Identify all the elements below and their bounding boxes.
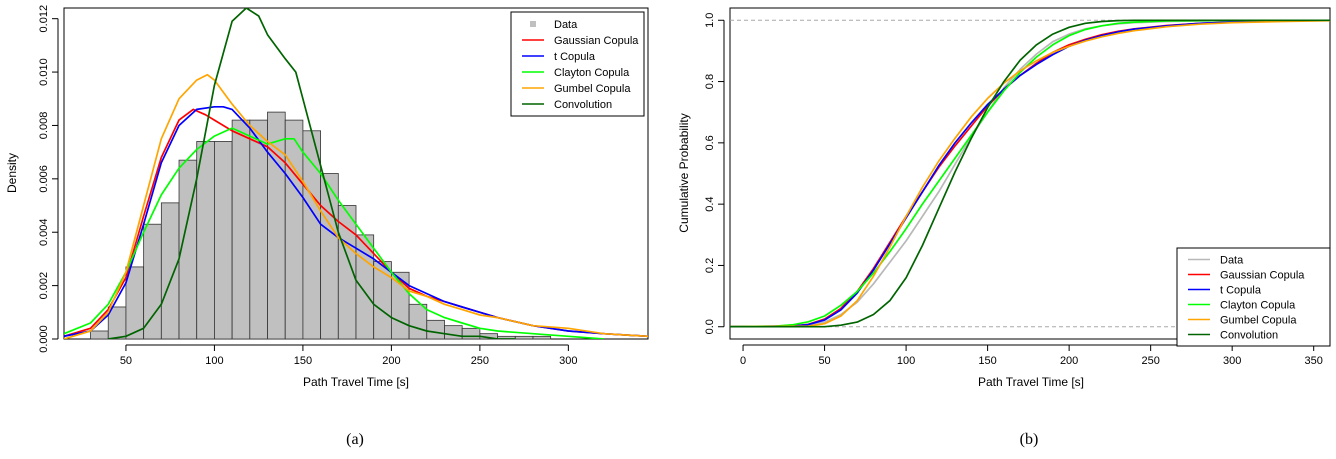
histogram-bar: [284, 119, 304, 340]
x-tick-label: 50: [818, 355, 830, 367]
density-curve-t-copula: [64, 105, 648, 338]
legend-label-clayton-copula: Clayton Copula: [554, 67, 630, 79]
histogram-bar: [444, 325, 463, 340]
cdf-curve-t-copula: [730, 19, 1330, 328]
panel-a-density-chart: 50 100 150 200 250 300 0.0000.0020.0040.0060.…: [5, 5, 649, 448]
density-curve-clayton-copula: [64, 127, 604, 339]
histogram-bar: [532, 335, 552, 340]
panel-a-x-axis: 50 100 150 200 250 300: [120, 344, 578, 367]
legend-label-gumbel-copula: Gumbel Copula: [1220, 315, 1297, 327]
panel-b-legend: Data Gaussian Copula t Copula Clayton Copul…: [1176, 247, 1331, 347]
histogram-bar: [143, 223, 162, 340]
panel-b-caption: (b): [1020, 431, 1039, 448]
panel-b-cdf-curves: [730, 19, 1330, 328]
cdf-curve-convolution: [730, 19, 1330, 328]
histogram-bar: [214, 141, 233, 340]
y-tick-label: 0.0: [704, 319, 716, 334]
panel-b-cdf-chart: 0 50 100 150 200 250 300 350 0.0 0.2 0.4 0.6 0.8 1.0…: [677, 7, 1331, 448]
y-tick-label: 0.006: [38, 165, 50, 193]
x-tick-label: 100: [205, 355, 223, 367]
legend-label-gumbel-copula: Gumbel Copula: [554, 83, 631, 95]
y-tick-label: 0.008: [38, 112, 50, 140]
panel-a-x-axis-label: Path Travel Time [s]: [303, 375, 409, 389]
legend-label-data: Data: [554, 19, 578, 31]
legend-label-gaussian-copula: Gaussian Copula: [554, 35, 639, 47]
x-tick-label: 200: [382, 355, 400, 367]
y-tick-label: 0.012: [38, 5, 50, 33]
legend-label-gaussian-copula: Gaussian Copula: [1220, 270, 1305, 282]
density-curve-gumbel-copula: [64, 73, 648, 339]
cdf-curve-clayton-copula: [730, 19, 1330, 328]
panel-a-legend-box: [510, 11, 645, 117]
x-tick-label: 250: [1141, 355, 1159, 367]
histogram-bar: [426, 319, 445, 340]
panel-b-legend-box: [1176, 247, 1331, 347]
panel-a-density-curves: [64, 8, 648, 339]
x-tick-label: 150: [978, 355, 996, 367]
density-curve-convolution: [108, 8, 516, 339]
x-tick-label: 300: [559, 355, 577, 367]
histogram-bar: [196, 141, 215, 340]
histogram-bar: [125, 266, 145, 340]
y-tick-label: 0.4: [704, 196, 716, 211]
panel-a-caption: (a): [346, 431, 364, 448]
histogram-bar: [408, 303, 428, 340]
y-tick-label: 1.0: [704, 13, 716, 28]
histogram-bar: [231, 119, 251, 340]
legend-label-convolution: Convolution: [554, 99, 612, 111]
panel-b-y-axis: 0.0 0.2 0.4 0.6 0.8 1.0: [704, 13, 725, 334]
legend-label-clayton-copula: Clayton Copula: [1220, 300, 1296, 312]
histogram-bar: [461, 327, 481, 340]
panel-b-x-axis: 0 50 100 150 200 250 300 350: [740, 344, 1323, 367]
panel-b-y-axis-label: Cumulative Probability: [677, 113, 691, 232]
histogram-bar: [249, 119, 268, 340]
x-tick-label: 200: [1060, 355, 1078, 367]
histogram-bar: [514, 335, 534, 340]
histogram-bar: [90, 330, 109, 340]
y-tick-label: 0.010: [38, 58, 50, 86]
legend-label-data: Data: [1220, 255, 1244, 267]
x-tick-label: 350: [1305, 355, 1323, 367]
x-tick-label: 300: [1223, 355, 1241, 367]
panel-a-histogram: [90, 111, 552, 340]
x-tick-label: 150: [294, 355, 312, 367]
x-tick-label: 100: [897, 355, 915, 367]
y-tick-label: 0.000: [38, 325, 50, 353]
histogram-bar: [267, 111, 286, 340]
x-tick-label: 250: [471, 355, 489, 367]
panel-a-y-axis: 0.000 0.002 0.004 0.006 0.008 0.010 0.012: [38, 5, 59, 353]
legend-label-t-copula: t Copula: [1220, 285, 1262, 297]
y-tick-label: 0.002: [38, 272, 50, 300]
legend-label-t-copula: t Copula: [554, 51, 596, 63]
y-tick-label: 0.6: [704, 135, 716, 150]
panel-a-y-axis-label: Density: [5, 153, 19, 193]
x-tick-label: 0: [740, 355, 746, 367]
panel-b-plot-frame: [729, 7, 1331, 340]
histogram-bar: [160, 202, 180, 340]
y-tick-label: 0.8: [704, 74, 716, 89]
panel-a-legend: Data Gaussian Copula t Copula Clayton Copul…: [510, 11, 645, 117]
legend-swatch-data: [530, 21, 536, 27]
x-tick-label: 50: [120, 355, 132, 367]
y-tick-label: 0.2: [704, 258, 716, 273]
legend-label-convolution: Convolution: [1220, 330, 1278, 342]
y-tick-label: 0.004: [38, 218, 50, 246]
panel-b-x-axis-label: Path Travel Time [s]: [978, 375, 1084, 389]
